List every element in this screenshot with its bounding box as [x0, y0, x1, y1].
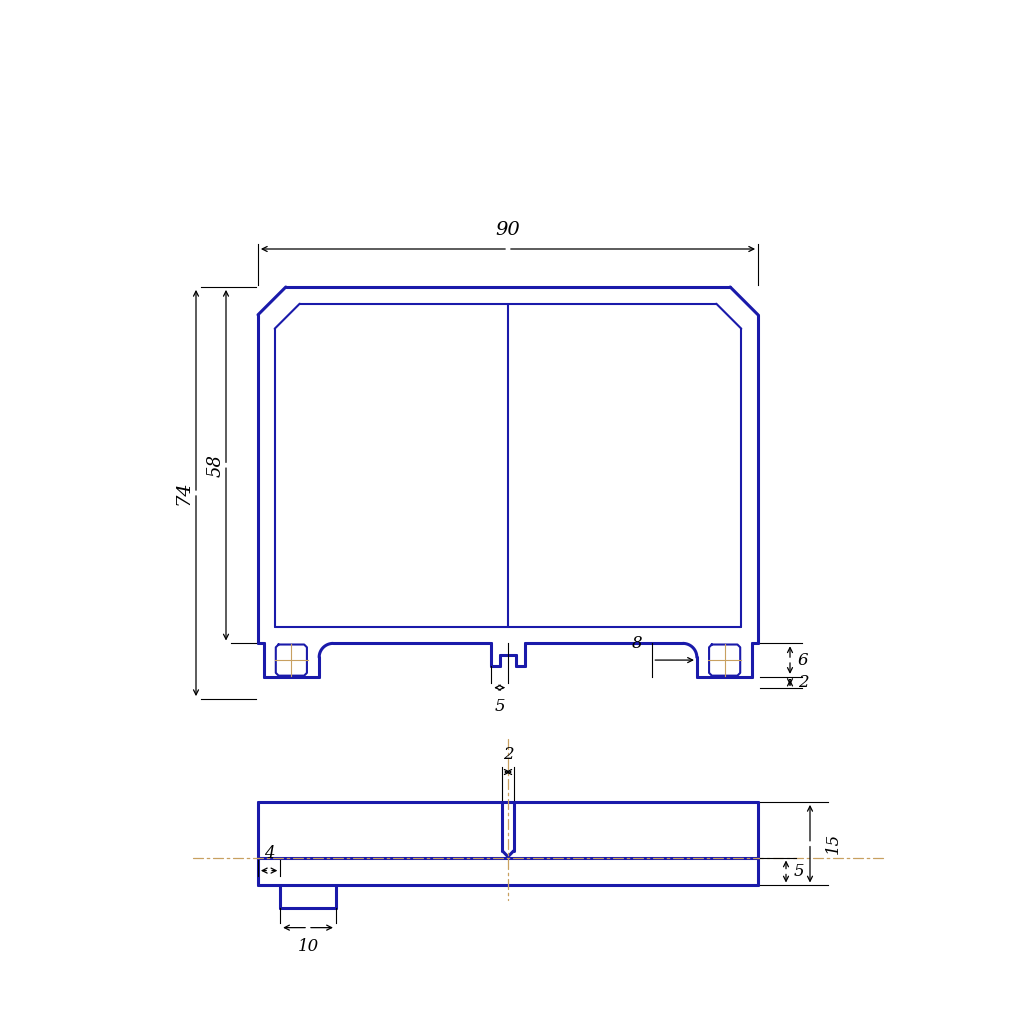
Text: 6: 6: [798, 652, 809, 668]
Text: 15: 15: [825, 833, 842, 854]
Text: 4: 4: [263, 844, 275, 861]
Text: 58: 58: [207, 454, 225, 477]
Text: 74: 74: [175, 481, 193, 505]
Text: 90: 90: [495, 221, 521, 239]
Text: 2: 2: [798, 674, 809, 691]
Text: 8: 8: [632, 635, 643, 652]
Text: 2: 2: [502, 746, 514, 763]
Text: 10: 10: [297, 938, 318, 955]
Text: 5: 5: [794, 863, 804, 880]
Text: 5: 5: [494, 698, 505, 715]
